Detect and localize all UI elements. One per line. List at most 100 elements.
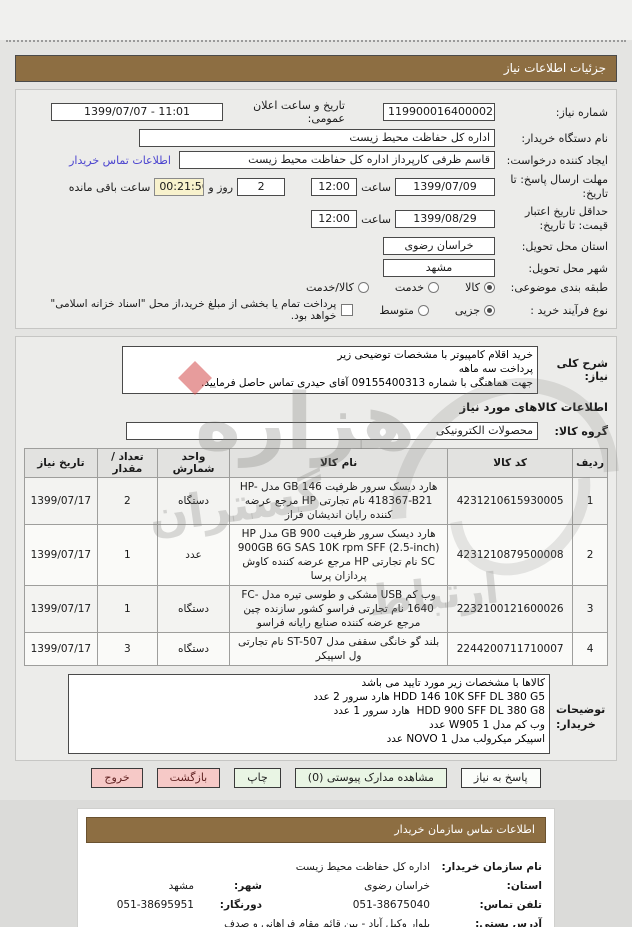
col-row: ردیف bbox=[572, 448, 608, 478]
radio-minor-label: جزیی bbox=[454, 303, 480, 317]
need-description-label: شرح کلی نیاز: bbox=[556, 357, 608, 383]
cell-row: 4 bbox=[572, 632, 608, 666]
goods-section-title: اطلاعات کالاهای مورد نیاز bbox=[459, 400, 608, 414]
buyer-notes-textarea[interactable]: کالاها با مشخصات زیر مورد تایید می باشد … bbox=[68, 674, 550, 754]
radio-goods-service[interactable] bbox=[357, 282, 369, 293]
cell-code: 4231210879500008 bbox=[447, 524, 574, 586]
response-deadline-label: مهلت ارسال پاسخ: تا تاریخ: bbox=[510, 173, 608, 200]
radio-medium[interactable] bbox=[417, 304, 429, 316]
delivery-city-field[interactable]: مشهد bbox=[383, 259, 495, 277]
cell-row: 1 bbox=[572, 477, 608, 525]
cell-name: بلند گو خانگی سقفی مدل ST-507 نام تجارتی… bbox=[229, 632, 449, 666]
cell-unit: دستگاه bbox=[157, 632, 231, 666]
delivery-city-row: شهر محل تحویل: مشهد bbox=[24, 259, 608, 277]
deadline-date-field[interactable]: 1399/07/09 bbox=[395, 178, 495, 196]
buyer-notes-row: توضیحات خریدار: کالاها با مشخصات زیر مور… bbox=[24, 674, 608, 754]
buyer-contact-link[interactable]: اطلاعات تماس خریدار bbox=[69, 153, 171, 167]
radio-goods-label: کالا bbox=[465, 281, 480, 294]
need-description-row: شرح کلی نیاز: خرید اقلام کامپیوتر با مشخ… bbox=[24, 346, 608, 394]
respond-to-need-button[interactable]: پاسخ به نیاز bbox=[460, 768, 541, 788]
need-info-panel: شماره نیاز: 1199000164000025 تاریخ و ساع… bbox=[15, 89, 617, 329]
buyer-org-row: نام دستگاه خریدار: اداره کل حفاظت محیط ز… bbox=[24, 129, 608, 147]
city-value: مشهد bbox=[168, 880, 194, 892]
org-name-label: نام سازمان خریدار: bbox=[441, 861, 542, 873]
goods-group-label: گروه کالا: bbox=[554, 424, 608, 438]
deadline-time-field[interactable]: 12:00 bbox=[311, 178, 358, 196]
cell-code: 4231210615930005 bbox=[447, 477, 574, 525]
cell-date: 1399/07/17 bbox=[24, 585, 98, 633]
buyer-notes-label: توضیحات خریدار: bbox=[556, 703, 606, 731]
cell-qty: 1 bbox=[96, 524, 159, 586]
need-number-row: شماره نیاز: 1199000164000025 تاریخ و ساع… bbox=[24, 99, 608, 125]
cell-unit: دستگاه bbox=[157, 585, 231, 633]
exit-button[interactable]: خروج bbox=[91, 768, 143, 788]
cell-date: 1399/07/17 bbox=[24, 477, 98, 525]
remaining-suffix-label: ساعت باقی مانده bbox=[68, 180, 151, 194]
goods-group-field[interactable]: محصولات الکترونیکی bbox=[126, 422, 538, 440]
table-row: 2 4231210879500008 هارد دیسک سرور ظرفیت … bbox=[24, 524, 608, 586]
main-content: جزئیات اطلاعات نیاز شماره نیاز: 11990001… bbox=[0, 55, 632, 788]
phone-label: تلفن تماس: bbox=[479, 899, 542, 911]
cell-qty: 3 bbox=[96, 632, 159, 666]
address-row: آدرس پستی: بلوار وکیل آباد - بین قائم مق… bbox=[78, 916, 554, 927]
response-deadline-row: مهلت ارسال پاسخ: تا تاریخ: 1399/07/09 سا… bbox=[24, 173, 608, 201]
contact-card-title: اطلاعات تماس سازمان خریدار bbox=[86, 817, 546, 843]
cell-name: وب کم USB مشکی و طوسی تیره مدل FC-1640 ن… bbox=[229, 585, 449, 633]
province-value: خراسان رضوی bbox=[364, 880, 430, 892]
province-label: استان: bbox=[506, 880, 542, 892]
treasury-checkbox-label: پرداخت تمام یا بخشی از مبلغ خرید،از محل … bbox=[50, 298, 337, 322]
process-type-label: نوع فرآیند خرید : bbox=[530, 303, 608, 317]
goods-group-row: گروه کالا: محصولات الکترونیکی bbox=[24, 422, 608, 440]
page-title: جزئیات اطلاعات نیاز bbox=[15, 55, 617, 82]
col-code: کد کالا bbox=[447, 448, 574, 478]
radio-minor[interactable] bbox=[484, 304, 495, 316]
validity-hour-label: ساعت bbox=[361, 212, 391, 226]
back-button[interactable]: بازگشت bbox=[156, 768, 221, 788]
cell-code: 2232100121600026 bbox=[447, 585, 574, 633]
treasury-checkbox[interactable] bbox=[341, 304, 354, 316]
buyer-org-label: نام دستگاه خریدار: bbox=[521, 131, 608, 145]
delivery-province-field[interactable]: خراسان رضوی bbox=[383, 237, 495, 255]
need-number-field[interactable]: 1199000164000025 bbox=[383, 103, 495, 121]
remaining-days-label: روز و bbox=[208, 180, 234, 194]
radio-goods-service-label: کالا/خدمت bbox=[306, 281, 354, 294]
address-label: آدرس پستی: bbox=[475, 918, 542, 927]
buyer-contact-card: اطلاعات تماس سازمان خریدار نام سازمان خر… bbox=[77, 808, 555, 927]
announce-datetime-label: تاریخ و ساعت اعلان عمومی: bbox=[253, 99, 345, 125]
org-name-value: اداره کل حفاظت محیط زیست bbox=[295, 861, 430, 873]
cell-unit: دستگاه bbox=[157, 477, 231, 525]
delivery-city-label: شهر محل تحویل: bbox=[528, 261, 608, 275]
countdown-timer: 00:21:56 bbox=[154, 178, 205, 196]
process-type-row: نوع فرآیند خرید : جزیی متوسط پرداخت تمام… bbox=[24, 298, 608, 322]
table-row: 4 2244200711710007 بلند گو خانگی سقفی مد… bbox=[24, 632, 608, 666]
creator-row: ایجاد کننده درخواست: قاسم ظرفی کارپرداز … bbox=[24, 151, 608, 169]
announce-datetime-field[interactable]: 1399/07/07 - 11:01 bbox=[51, 103, 223, 121]
price-validity-row: حداقل تاریخ اعتبار قیمت: تا تاریخ: 1399/… bbox=[24, 205, 608, 233]
cell-qty: 2 bbox=[96, 477, 159, 525]
validity-date-field[interactable]: 1399/08/29 bbox=[395, 210, 495, 228]
radio-medium-label: متوسط bbox=[379, 303, 414, 317]
need-description-textarea[interactable]: خرید اقلام کامپیوتر با مشخصات توضیحی زیر… bbox=[122, 346, 538, 394]
phone-value: 051-38675040 bbox=[352, 899, 430, 911]
table-row: 1 4231210615930005 هارد دیسک سرور ظرفیت … bbox=[24, 477, 608, 525]
price-validity-label: حداقل تاریخ اعتبار قیمت: تا تاریخ: bbox=[524, 205, 608, 232]
validity-time-field[interactable]: 12:00 bbox=[311, 210, 358, 228]
radio-goods[interactable] bbox=[484, 282, 495, 293]
goods-table-header: ردیف کد کالا نام کالا واحد شمارش تعداد /… bbox=[24, 448, 608, 478]
remaining-days-field[interactable]: 2 bbox=[237, 178, 286, 196]
city-label: شهر: bbox=[234, 880, 262, 892]
dotted-separator bbox=[6, 40, 626, 42]
cell-row: 3 bbox=[572, 585, 608, 633]
cell-name: هارد دیسک سرور ظرفیت 900 GB مدل HP 900GB… bbox=[229, 524, 449, 586]
subject-class-row: طبقه بندی موضوعی: کالا خدمت کالا/خدمت bbox=[24, 281, 608, 294]
print-button[interactable]: چاپ bbox=[234, 768, 281, 788]
need-number-label: شماره نیاز: bbox=[555, 105, 608, 119]
creator-field[interactable]: قاسم ظرفی کارپرداز اداره کل حفاظت محیط ز… bbox=[179, 151, 495, 169]
view-attachments-button[interactable]: مشاهده مدارک پیوستی (0) bbox=[294, 768, 447, 788]
cell-row: 2 bbox=[572, 524, 608, 586]
cell-date: 1399/07/17 bbox=[24, 632, 98, 666]
radio-service[interactable] bbox=[428, 282, 440, 293]
buyer-org-field[interactable]: اداره کل حفاظت محیط زیست bbox=[139, 129, 495, 147]
subject-class-label: طبقه بندی موضوعی: bbox=[510, 281, 608, 294]
